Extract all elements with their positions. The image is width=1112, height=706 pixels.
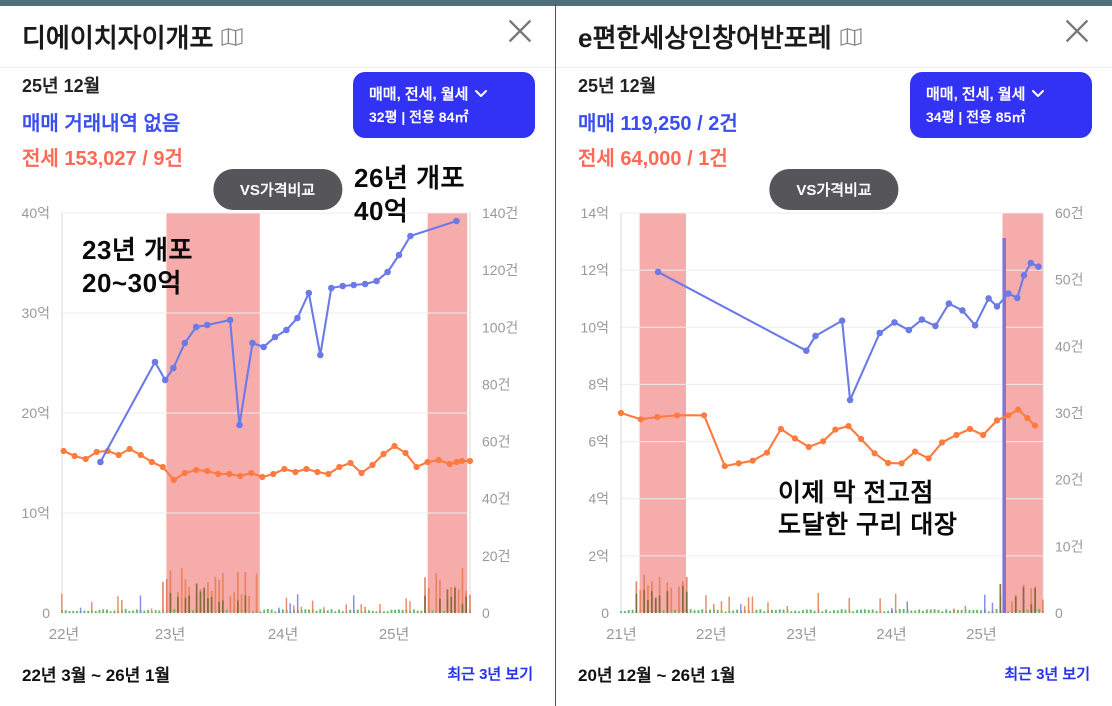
svg-text:0: 0 (1055, 605, 1063, 621)
svg-text:23년: 23년 (155, 626, 186, 643)
svg-text:80건: 80건 (482, 376, 510, 392)
svg-text:20건: 20건 (482, 548, 510, 564)
svg-text:0: 0 (482, 605, 490, 621)
svg-text:8억: 8억 (588, 376, 609, 392)
svg-text:21년: 21년 (606, 626, 637, 643)
svg-text:10건: 10건 (1055, 538, 1083, 554)
svg-text:10억: 10억 (22, 505, 50, 521)
svg-text:20건: 20건 (1055, 472, 1083, 488)
svg-text:25년: 25년 (379, 626, 410, 643)
svg-text:22년: 22년 (49, 626, 80, 643)
svg-text:4억: 4억 (588, 491, 609, 507)
svg-text:14억: 14억 (581, 205, 609, 221)
svg-text:10억: 10억 (581, 319, 609, 335)
svg-text:100건: 100건 (482, 319, 518, 335)
svg-text:25년: 25년 (966, 626, 997, 643)
svg-text:40건: 40건 (1055, 338, 1083, 354)
svg-text:0: 0 (601, 605, 609, 621)
svg-text:140건: 140건 (482, 205, 518, 221)
svg-text:20억: 20억 (22, 405, 50, 421)
svg-text:23년: 23년 (786, 626, 817, 643)
svg-text:120건: 120건 (482, 262, 518, 278)
svg-text:40억: 40억 (22, 205, 50, 221)
svg-text:30억: 30억 (22, 305, 50, 321)
svg-text:24년: 24년 (876, 626, 907, 643)
svg-text:30건: 30건 (1055, 405, 1083, 421)
svg-text:2억: 2억 (588, 548, 609, 564)
svg-text:6억: 6억 (588, 434, 609, 450)
svg-text:24년: 24년 (268, 626, 299, 643)
svg-text:12억: 12억 (581, 262, 609, 278)
svg-text:60건: 60건 (482, 434, 510, 450)
svg-text:0: 0 (42, 605, 50, 621)
svg-text:40건: 40건 (482, 491, 510, 507)
svg-text:22년: 22년 (696, 626, 727, 643)
svg-text:50건: 50건 (1055, 272, 1083, 288)
svg-text:60건: 60건 (1055, 205, 1083, 221)
